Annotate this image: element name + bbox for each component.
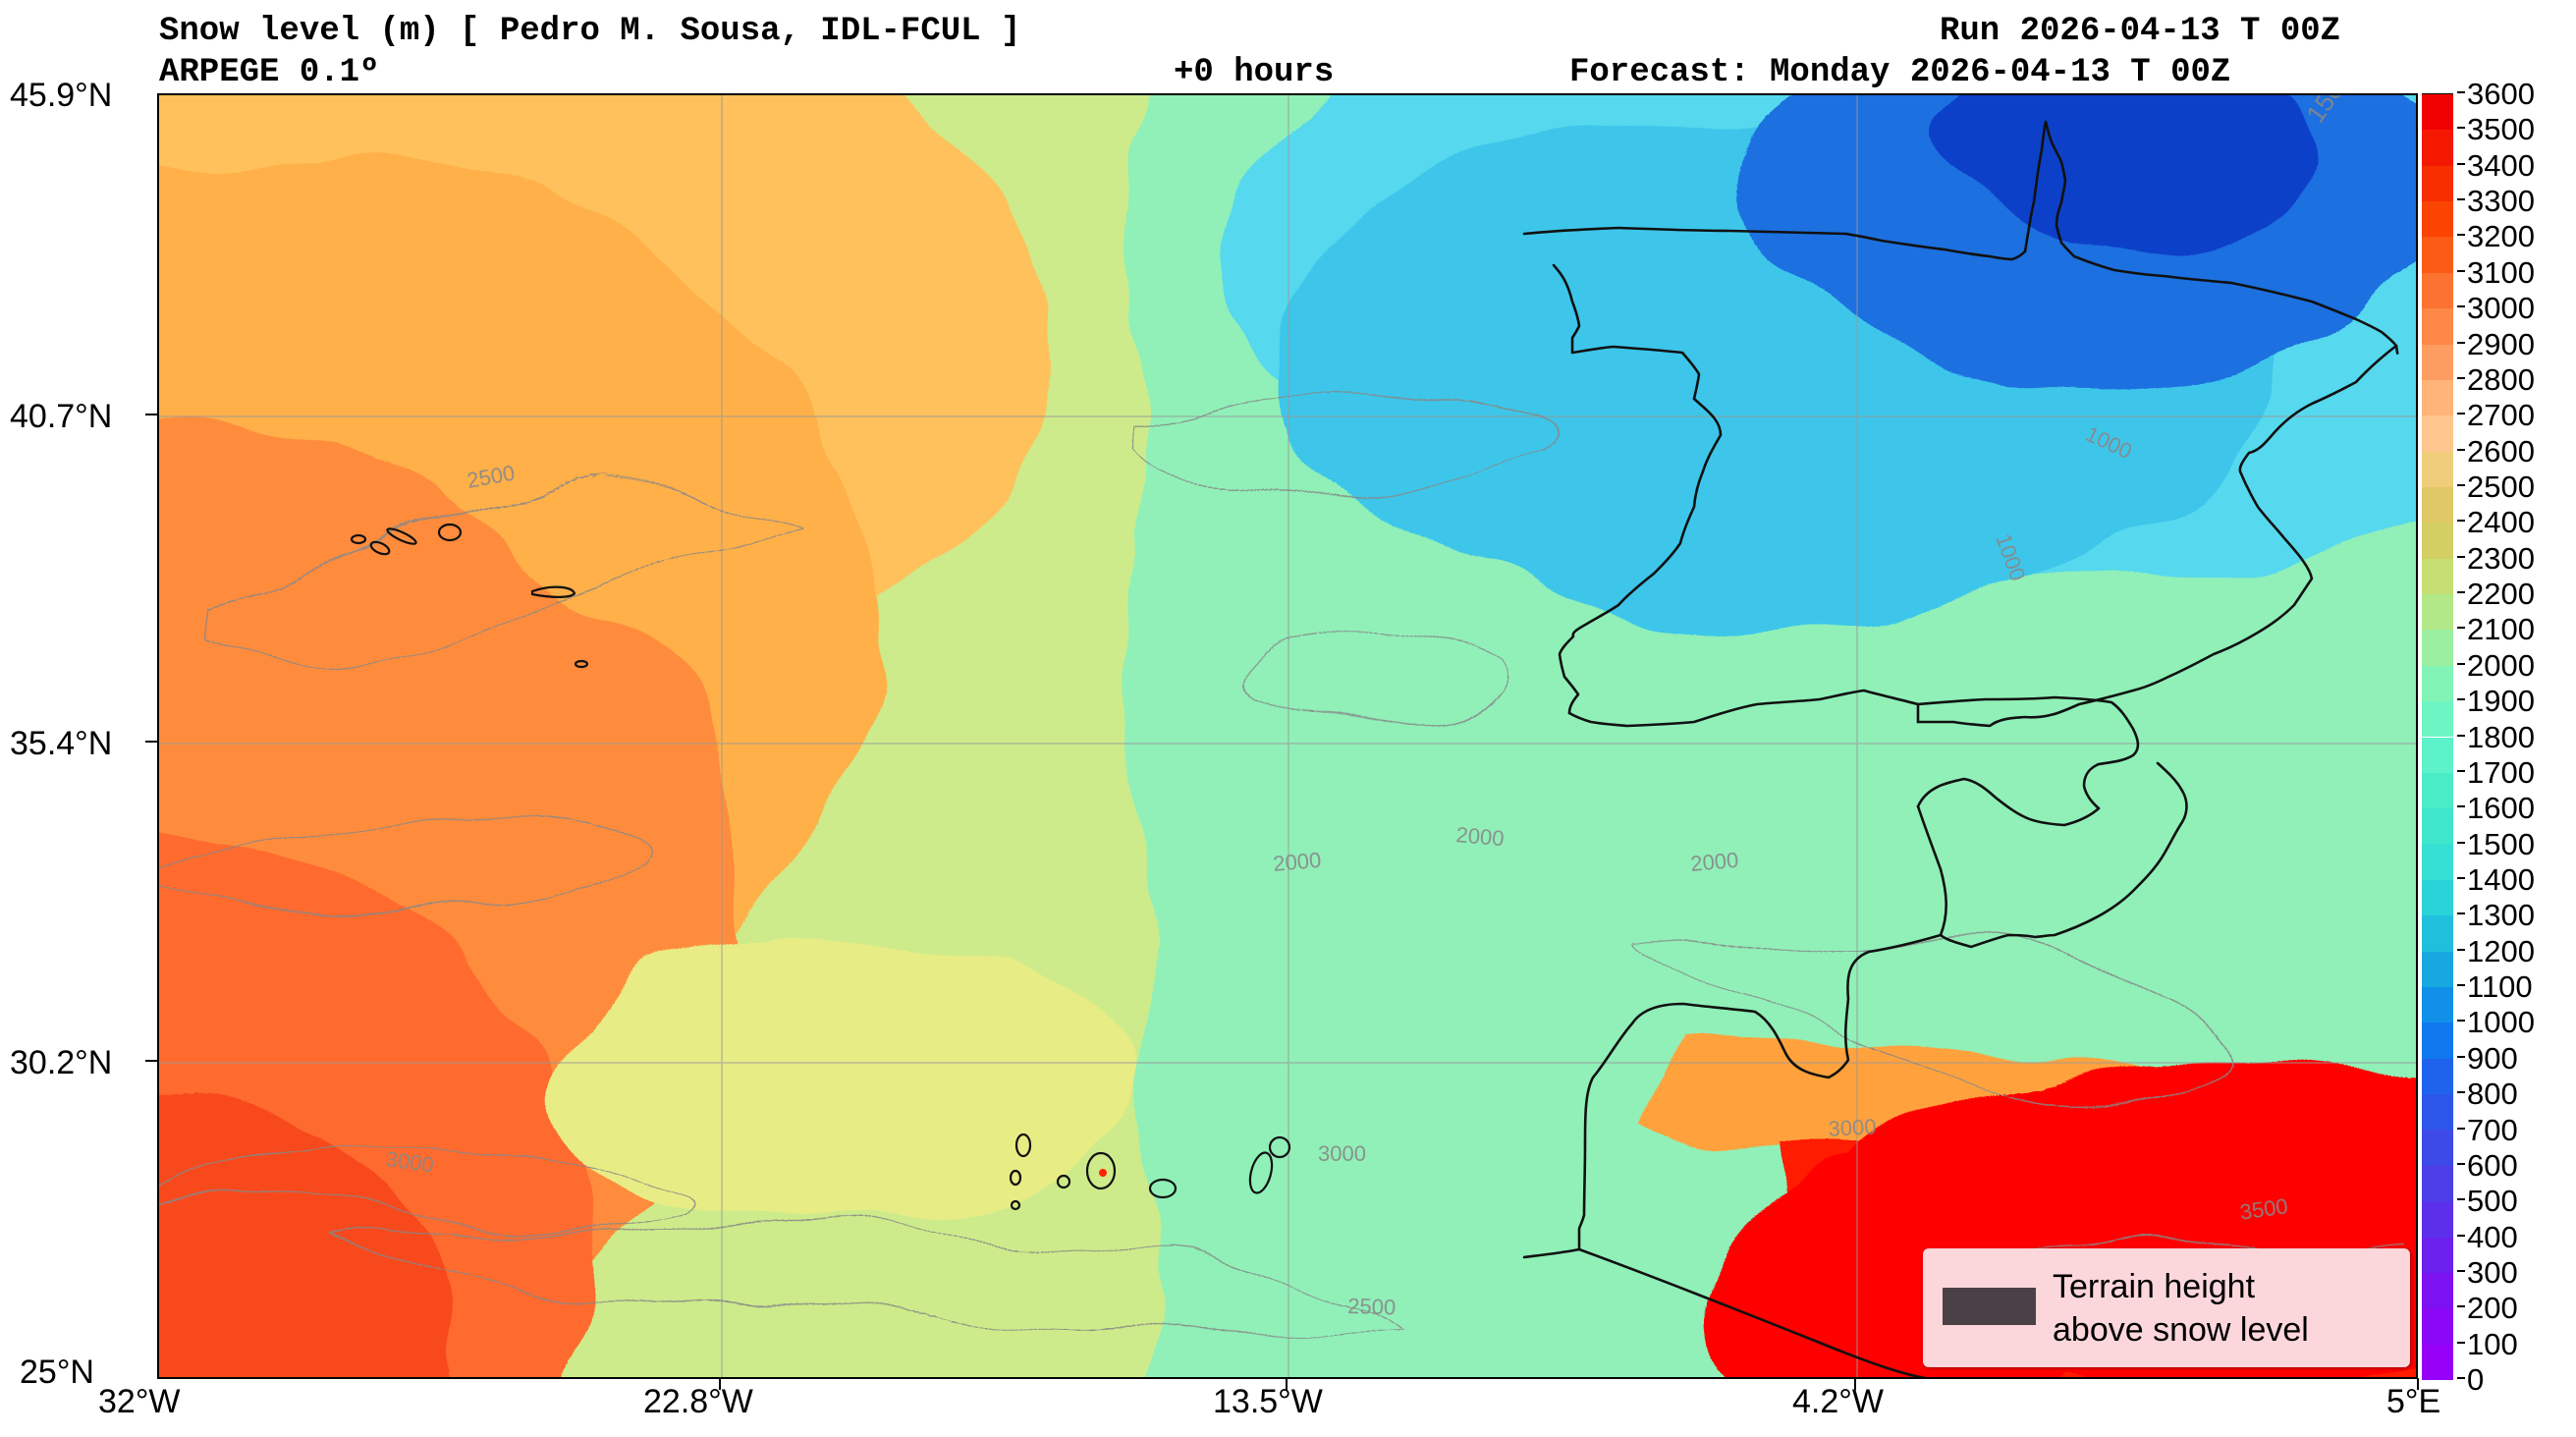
svg-text:2000: 2000 <box>1455 822 1506 851</box>
svg-text:3000: 3000 <box>1828 1114 1877 1141</box>
svg-text:2000: 2000 <box>1689 848 1739 876</box>
svg-text:2000: 2000 <box>1272 848 1322 876</box>
svg-text:2500: 2500 <box>1347 1294 1397 1320</box>
svg-text:3000: 3000 <box>1318 1141 1366 1166</box>
